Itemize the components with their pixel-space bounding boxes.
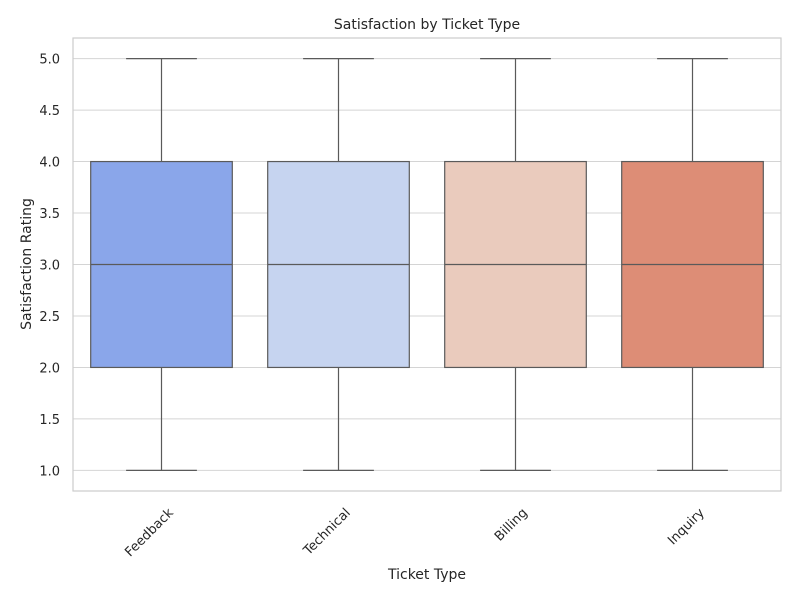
x-tick-label: Feedback [122,505,177,560]
box-inquiry [621,57,764,472]
y-tick-label: 4.5 [39,104,60,119]
x-axis-label: Ticket Type [387,567,466,583]
chart-title: Satisfaction by Ticket Type [334,17,520,33]
x-tick-label: Billing [492,506,531,545]
box-feedback [90,57,233,472]
boxes-layer [90,57,764,472]
y-tick-label: 2.0 [39,361,60,376]
y-tick-label: 3.0 [39,259,60,274]
x-tick-label: Inquiry [665,505,708,548]
y-tick-label: 1.0 [39,464,60,479]
y-tick-label: 5.0 [39,53,60,68]
box-billing [444,57,587,472]
y-tick-label: 2.5 [39,310,60,325]
y-tick-label: 4.0 [39,156,60,171]
x-tick-label: Technical [300,506,354,560]
x-tick-labels: Feedback Technical Billing Inquiry [122,505,708,560]
plot-frame [72,37,782,492]
y-axis-label: Satisfaction Rating [19,198,35,330]
y-tick-labels: 1.0 1.5 2.0 2.5 3.0 3.5 4.0 4.5 5.0 [39,53,60,480]
y-tick-label: 3.5 [39,207,60,222]
box-technical [267,57,410,472]
y-tick-label: 1.5 [39,413,60,428]
